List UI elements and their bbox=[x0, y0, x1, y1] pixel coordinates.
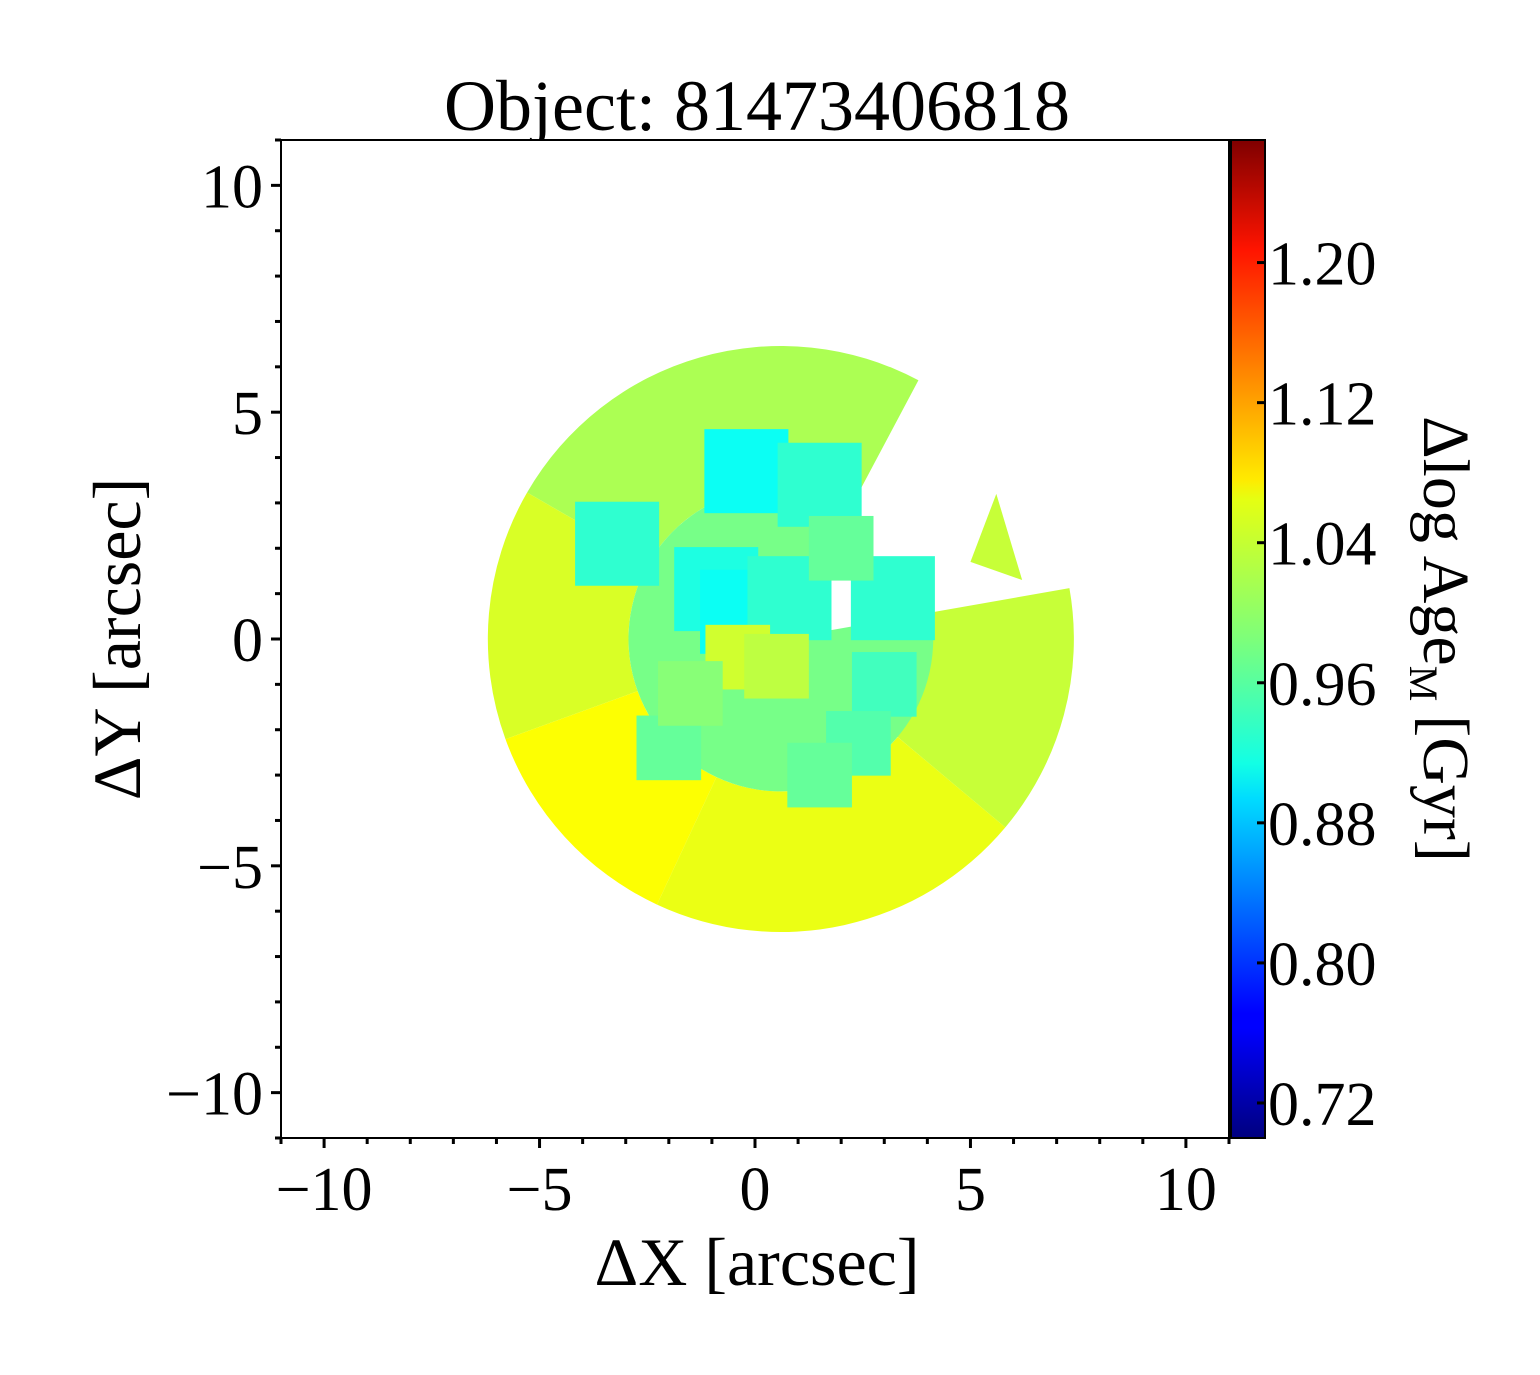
map-bin bbox=[704, 429, 789, 514]
chart-title: Object: 81473406818 bbox=[444, 66, 1070, 146]
y-tick-label: 0 bbox=[232, 607, 263, 675]
colorbar-tick-label: 1.20 bbox=[1268, 231, 1377, 299]
x-tick-label: 5 bbox=[955, 1156, 986, 1224]
y-tick-label: 10 bbox=[201, 153, 263, 221]
age-map bbox=[487, 345, 1074, 933]
colorbar-tick-label: 0.96 bbox=[1268, 651, 1377, 719]
map-bin bbox=[744, 633, 809, 699]
colorbar-tick-label: 0.80 bbox=[1268, 931, 1377, 999]
colorbar-label: Δlog AgeM [Gyr] bbox=[1401, 416, 1482, 862]
x-tick-label: −10 bbox=[276, 1156, 373, 1224]
colorbar-label-sub: M bbox=[1401, 666, 1446, 702]
colorbar-tick-label: 1.12 bbox=[1268, 371, 1377, 439]
map-bin bbox=[777, 442, 862, 527]
map-spike bbox=[970, 493, 1023, 581]
x-axis-ticks: −10 −5 0 5 10 bbox=[276, 1138, 1231, 1224]
map-bin bbox=[787, 742, 852, 808]
map-region-outer-south bbox=[657, 736, 1006, 933]
y-tick-label: 5 bbox=[232, 380, 263, 448]
colorbar-label-main: Δlog Age bbox=[1409, 416, 1482, 666]
colorbar bbox=[1230, 139, 1266, 1139]
x-tick-label: 0 bbox=[740, 1156, 771, 1224]
colorbar-tick-label: 0.72 bbox=[1268, 1071, 1377, 1139]
colorbar-tick-label: 1.04 bbox=[1268, 511, 1377, 579]
y-tick-label: −5 bbox=[197, 834, 263, 902]
x-axis-label: ΔX [arcsec] bbox=[595, 1224, 920, 1300]
colorbar-ticks: 0.72 0.80 0.88 0.96 1.04 1.12 1.20 bbox=[1257, 231, 1377, 1139]
y-axis-ticks: 10 5 0 −5 −10 bbox=[166, 138, 281, 1140]
y-tick-label: −10 bbox=[166, 1061, 263, 1129]
map-bin bbox=[575, 501, 660, 586]
map-bin bbox=[636, 715, 702, 781]
y-axis-label: ΔY [arcsec] bbox=[79, 478, 155, 800]
colorbar-label-unit: [Gyr] bbox=[1409, 715, 1482, 862]
x-tick-label: 10 bbox=[1155, 1156, 1217, 1224]
map-bin bbox=[658, 661, 723, 726]
map-bin bbox=[808, 515, 874, 581]
x-tick-label: −5 bbox=[507, 1156, 573, 1224]
colorbar-tick-label: 0.88 bbox=[1268, 791, 1377, 859]
map-bin bbox=[851, 652, 917, 717]
